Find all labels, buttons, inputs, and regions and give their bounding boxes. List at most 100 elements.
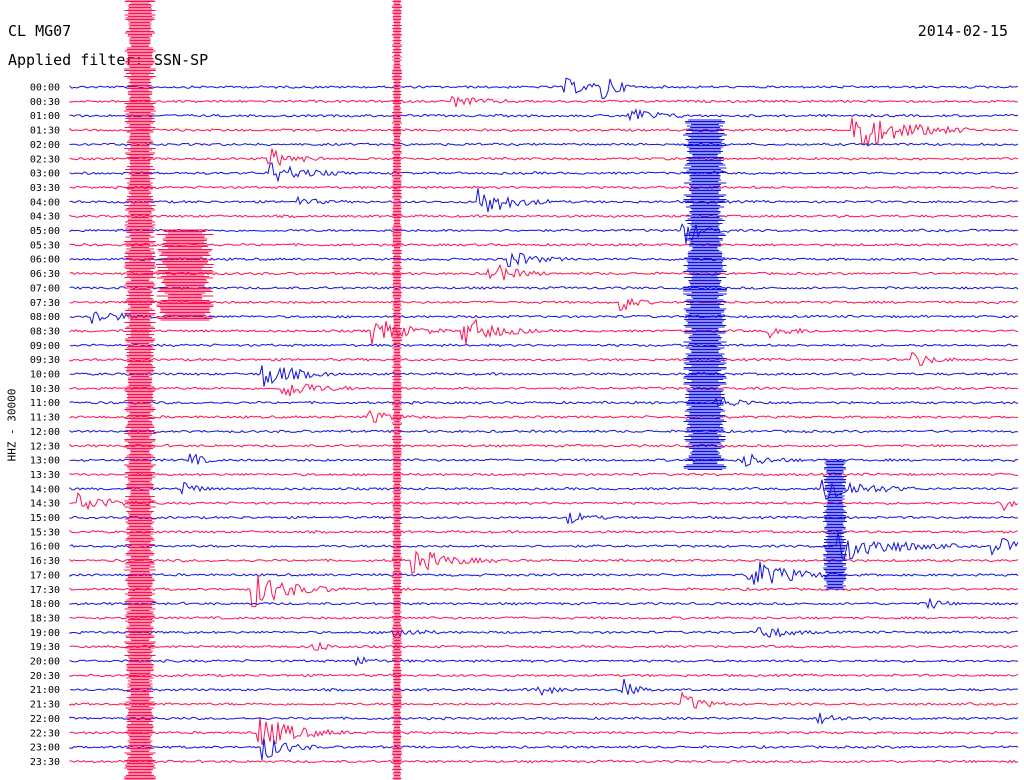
trace-line bbox=[69, 738, 1019, 761]
time-tick-label: 10:30 bbox=[30, 384, 60, 395]
time-tick-label: 04:30 bbox=[30, 212, 60, 223]
trace-line bbox=[69, 678, 1019, 697]
time-tick-label: 09:00 bbox=[30, 341, 60, 352]
trace-line bbox=[69, 712, 1019, 725]
time-tick-label: 05:30 bbox=[30, 240, 60, 251]
time-tick-label: 06:30 bbox=[30, 269, 60, 280]
time-tick-label: 03:30 bbox=[30, 183, 60, 194]
trace-line bbox=[69, 574, 1019, 608]
time-tick-label: 23:00 bbox=[30, 743, 60, 754]
time-tick-label: 00:30 bbox=[30, 97, 60, 108]
trace-line bbox=[69, 453, 1019, 468]
trace-line bbox=[69, 188, 1019, 213]
time-tick-label: 16:00 bbox=[30, 542, 60, 553]
trace-line bbox=[69, 472, 1019, 477]
time-tick-label: 09:30 bbox=[30, 355, 60, 366]
trace-line bbox=[69, 297, 1019, 312]
time-tick-label: 16:30 bbox=[30, 556, 60, 567]
time-tick-label: 22:00 bbox=[30, 714, 60, 725]
trace-line bbox=[69, 185, 1019, 190]
trace-line bbox=[69, 162, 1019, 183]
filter-value: SSN-SP bbox=[154, 51, 209, 69]
trace-line bbox=[69, 759, 1019, 764]
saturated-event-band bbox=[392, 0, 402, 780]
station-label: CL MG07 bbox=[8, 22, 72, 40]
time-tick-label: 18:00 bbox=[30, 599, 60, 610]
time-tick-label: 14:30 bbox=[30, 499, 60, 510]
trace-line bbox=[69, 655, 1019, 667]
time-tick-label: 20:30 bbox=[30, 671, 60, 682]
trace-line bbox=[69, 479, 1019, 500]
trace-line bbox=[69, 383, 1019, 397]
time-tick-label: 15:30 bbox=[30, 527, 60, 538]
time-tick-label: 14:00 bbox=[30, 484, 60, 495]
trace-line bbox=[69, 365, 1019, 387]
time-tick-label: 23:30 bbox=[30, 757, 60, 768]
time-tick-label: 07:00 bbox=[30, 283, 60, 294]
time-tick-label: 08:00 bbox=[30, 312, 60, 323]
time-tick-label: 11:30 bbox=[30, 413, 60, 424]
time-tick-label: 12:00 bbox=[30, 427, 60, 438]
time-tick-label: 13:00 bbox=[30, 456, 60, 467]
trace-line bbox=[69, 318, 1019, 345]
time-tick-label: 03:00 bbox=[30, 169, 60, 180]
time-tick-label: 08:30 bbox=[30, 326, 60, 337]
trace-line bbox=[69, 214, 1019, 219]
time-tick-label: 22:30 bbox=[30, 728, 60, 739]
saturated-event-band bbox=[124, 0, 156, 780]
trace-line bbox=[69, 561, 1019, 585]
event-cluster bbox=[823, 459, 847, 590]
trace-line bbox=[69, 550, 1019, 574]
time-tick-label: 12:30 bbox=[30, 441, 60, 452]
trace-line bbox=[69, 532, 1019, 561]
trace-line bbox=[69, 242, 1019, 247]
trace-line bbox=[69, 252, 1019, 268]
trace-line bbox=[69, 95, 1019, 108]
trace-line bbox=[69, 409, 1018, 423]
time-tick-label: 01:30 bbox=[30, 126, 60, 137]
trace-line bbox=[69, 511, 1019, 524]
time-tick-label: 06:00 bbox=[30, 255, 60, 266]
trace-line bbox=[69, 443, 1019, 448]
time-tick-label: 11:00 bbox=[30, 398, 60, 409]
trace-line bbox=[69, 691, 1019, 710]
time-tick-label: 00:00 bbox=[30, 83, 60, 94]
time-tick-label: 17:00 bbox=[30, 570, 60, 581]
event-coda bbox=[155, 229, 215, 321]
trace-line bbox=[69, 351, 1019, 366]
trace-line bbox=[69, 108, 1019, 122]
trace-line bbox=[69, 286, 1019, 290]
trace-line bbox=[69, 77, 1019, 99]
trace-line bbox=[69, 429, 1019, 434]
trace-line bbox=[69, 396, 1019, 407]
time-tick-label: 21:00 bbox=[30, 685, 60, 696]
trace-line bbox=[69, 673, 1019, 678]
trace-line bbox=[69, 492, 1019, 512]
trace-line bbox=[69, 117, 1019, 147]
trace-line bbox=[69, 311, 1019, 324]
time-tick-label: 13:30 bbox=[30, 470, 60, 481]
time-tick-label: 15:00 bbox=[30, 513, 60, 524]
time-tick-label: 01:00 bbox=[30, 111, 60, 122]
trace-line bbox=[69, 598, 1019, 610]
trace-line bbox=[69, 615, 1019, 620]
trace-line bbox=[69, 627, 1019, 639]
trace-line bbox=[69, 343, 1019, 348]
trace-line bbox=[69, 142, 1019, 147]
time-tick-label: 21:30 bbox=[30, 700, 60, 711]
time-tick-label: 04:00 bbox=[30, 197, 60, 208]
time-tick-label: 02:30 bbox=[30, 154, 60, 165]
time-tick-label: 18:30 bbox=[30, 613, 60, 624]
time-tick-label: 20:00 bbox=[30, 657, 60, 668]
date-label: 2014-02-15 bbox=[917, 22, 1008, 40]
trace-line bbox=[69, 529, 1019, 534]
time-tick-label: 19:00 bbox=[30, 628, 60, 639]
time-tick-label: 02:00 bbox=[30, 140, 60, 151]
trace-line bbox=[69, 640, 1019, 651]
time-tick-label: 10:00 bbox=[30, 370, 60, 381]
trace-line bbox=[69, 263, 1019, 281]
time-tick-label: 19:30 bbox=[30, 642, 60, 653]
trace-line bbox=[69, 716, 1019, 746]
